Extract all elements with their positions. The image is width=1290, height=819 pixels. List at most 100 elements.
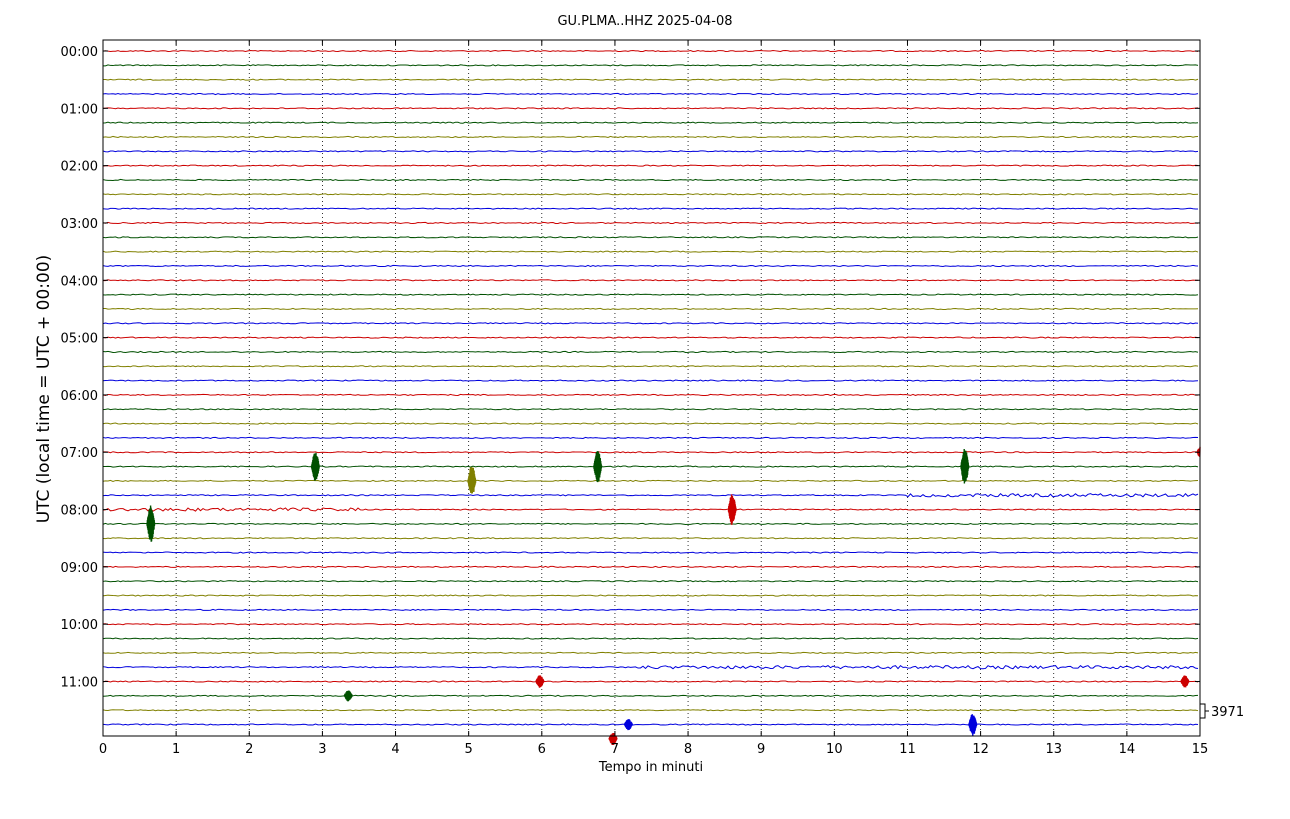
seismic-event (146, 505, 156, 542)
seismic-trace (102, 193, 1199, 196)
y-tick-label: 07:00 (61, 446, 98, 461)
seismic-event (593, 451, 603, 483)
y-axis-ticks: 00:00 01:00 02:00 03:00 04:00 05:00 06:00 07:00… (61, 45, 1200, 691)
seismic-event (343, 690, 353, 702)
seismic-event (310, 452, 321, 481)
seismic-trace (102, 522, 1199, 525)
seismic-trace (102, 150, 1199, 153)
seismic-trace (102, 680, 1199, 683)
y-tick-label: 02:00 (61, 160, 98, 175)
seismic-traces (102, 49, 1199, 726)
seismic-trace (102, 580, 1199, 583)
x-tick-label: 13 (1045, 742, 1062, 757)
y-tick-label: 04:00 (61, 274, 98, 289)
seismic-trace (102, 78, 1199, 81)
x-tick-label: 9 (757, 742, 765, 757)
seismic-trace (102, 608, 1199, 611)
seismic-trace (102, 637, 1199, 640)
seismic-event (968, 714, 978, 736)
seismic-trace (102, 121, 1199, 124)
seismic-event (727, 494, 737, 525)
seismic-trace (102, 221, 1199, 225)
seismic-trace (102, 49, 1199, 53)
seismic-event (467, 466, 477, 494)
y-tick-label: 11:00 (61, 676, 98, 691)
x-tick-label: 0 (99, 742, 107, 757)
seismic-trace (102, 293, 1199, 296)
y-tick-label: 10:00 (61, 618, 98, 633)
x-tick-label: 7 (611, 742, 619, 757)
seismic-trace (102, 479, 1199, 482)
seismic-trace (102, 350, 1199, 353)
seismic-trace (102, 623, 1199, 626)
y-tick-label: 09:00 (61, 561, 98, 576)
amplitude-scale: 3971 (1200, 703, 1244, 720)
x-tick-label: 15 (1192, 742, 1209, 757)
seismic-trace (102, 207, 1199, 210)
seismic-trace (102, 164, 1199, 167)
seismic-trace (103, 64, 1199, 67)
x-tick-label: 5 (465, 742, 473, 757)
x-tick-label: 2 (245, 742, 253, 757)
seismic-trace (102, 264, 1199, 268)
seismic-event (1180, 675, 1190, 688)
x-tick-label: 12 (972, 742, 989, 757)
scale-bracket (1200, 703, 1209, 719)
seismic-trace (102, 279, 1199, 282)
seismic-trace (102, 322, 1199, 325)
seismic-event (608, 732, 618, 745)
seismic-event (960, 448, 970, 484)
seismic-trace (102, 365, 1199, 368)
y-tick-label: 08:00 (61, 504, 98, 519)
x-axis-ticks: 0 1 2 3 4 5 6 7 8 9 10 11 12 13 14 15 (99, 40, 1208, 757)
x-tick-label: 11 (899, 742, 916, 757)
seismic-event (623, 719, 634, 731)
plot-frame (102, 39, 1201, 737)
seismic-trace (102, 436, 1199, 440)
seismic-trace (102, 135, 1199, 139)
x-tick-label: 10 (826, 742, 843, 757)
seismic-trace (102, 250, 1199, 253)
x-tick-label: 6 (538, 742, 546, 757)
seismic-trace (102, 422, 1199, 425)
grid-lines (175, 41, 1128, 735)
x-axis-label: Tempo in minuti (598, 760, 703, 775)
y-tick-label: 05:00 (61, 332, 98, 347)
seismic-trace (102, 178, 1199, 182)
seismic-trace (102, 651, 1199, 654)
seismic-events (146, 446, 1201, 745)
scale-label: 3971 (1211, 705, 1244, 720)
x-tick-label: 4 (391, 742, 399, 757)
x-tick-label: 1 (172, 742, 180, 757)
chart-title: GU.PLMA..HHZ 2025-04-08 (557, 14, 732, 29)
seismic-trace (102, 492, 1199, 498)
x-tick-label: 3 (318, 742, 326, 757)
seismic-trace (102, 507, 1199, 512)
seismic-trace (102, 594, 1199, 597)
y-tick-label: 01:00 (61, 102, 98, 117)
seismic-trace (102, 694, 1199, 697)
seismic-trace (102, 465, 1199, 468)
seismic-event (535, 675, 545, 688)
seismic-trace (102, 565, 1199, 568)
seismic-trace (102, 393, 1199, 396)
seismic-trace (102, 307, 1199, 311)
seismic-trace (102, 451, 1199, 454)
x-tick-label: 14 (1119, 742, 1136, 757)
seismic-trace (102, 408, 1199, 411)
seismic-trace (102, 537, 1199, 540)
seismic-trace (102, 664, 1199, 670)
y-tick-label: 03:00 (61, 217, 98, 232)
y-tick-label: 06:00 (61, 389, 98, 404)
seismic-trace (102, 723, 1199, 726)
y-tick-label: 00:00 (61, 45, 98, 60)
seismic-trace (102, 551, 1199, 554)
seismic-trace (102, 107, 1199, 110)
seismic-trace (102, 379, 1199, 382)
seismic-trace (102, 236, 1199, 239)
seismic-trace (102, 336, 1199, 339)
x-tick-label: 8 (684, 742, 692, 757)
seismic-trace (102, 92, 1199, 96)
seismic-trace (102, 709, 1199, 712)
